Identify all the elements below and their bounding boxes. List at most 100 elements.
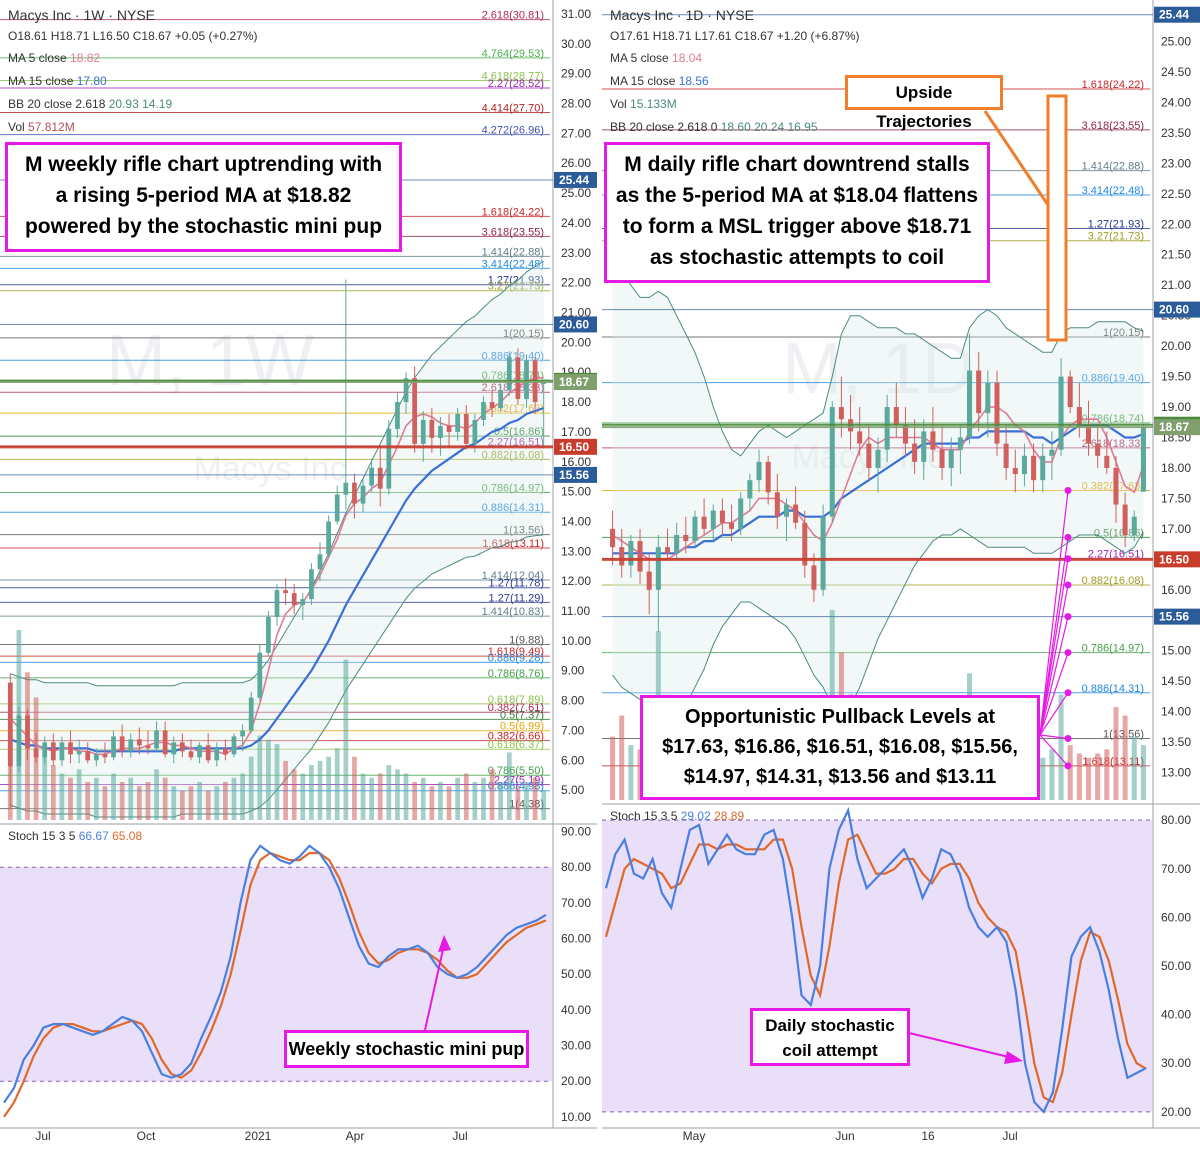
weekly-callout-line-3: powered by the stochastic mini pup	[24, 215, 383, 238]
weekly-stoch-arrowhead	[438, 935, 451, 952]
candle-body	[188, 751, 194, 758]
fib-level-label: 0.886(9.28)	[488, 652, 544, 664]
bollinger-lower-line	[612, 528, 1144, 725]
volume-bar	[352, 756, 357, 820]
volume-bar	[429, 786, 435, 820]
candle-body	[205, 745, 211, 761]
candle-body	[377, 467, 383, 489]
volume-bar	[1085, 757, 1092, 800]
time-tick-label: Jul	[452, 1129, 467, 1143]
volume-bar	[610, 736, 616, 800]
candle-body	[619, 547, 625, 566]
candle-body	[455, 414, 461, 432]
stochastic-tick-label: 80.00	[1161, 813, 1191, 827]
candle-body	[283, 590, 288, 594]
fib-level-label: 3.414(22.48)	[482, 258, 544, 270]
price-tick-label: 22.50	[1161, 187, 1191, 201]
candle-body	[223, 748, 228, 755]
fib-level-label: 1.27(21.93)	[488, 275, 544, 287]
price-tick-label: 6.00	[561, 753, 585, 767]
volume-bar	[395, 769, 400, 820]
candle-body	[360, 485, 366, 504]
price-tick-label: 25.00	[1161, 35, 1191, 49]
volume-bar	[188, 786, 194, 820]
price-tick-label: 19.50	[1161, 370, 1191, 384]
fib-level-label: 0.5(16.86)	[494, 426, 544, 438]
stochastic-tick-label: 60.00	[1161, 910, 1191, 924]
volume-bar	[136, 786, 142, 820]
price-tick-label: 17.50	[1161, 491, 1191, 505]
candle-body	[111, 736, 116, 758]
fib-level-label: 1.414(10.83)	[482, 606, 544, 618]
price-tag-label: 16.50	[559, 440, 589, 454]
legend-label: MA 5 close	[8, 51, 70, 65]
candle-body	[33, 748, 39, 758]
candle-body	[524, 360, 529, 400]
weekly-callout-line-2: a rising 5-period MA at $18.82	[55, 184, 352, 207]
volume-bar	[446, 786, 452, 820]
stochastic-tick-label: 30.00	[1161, 1056, 1191, 1070]
pullback-arrow-line	[1039, 734, 1069, 740]
fib-level-label: 1.27(11.29)	[489, 592, 544, 604]
price-tick-label: 24.50	[1161, 65, 1191, 79]
volume-bar	[179, 790, 185, 820]
candle-body	[1113, 467, 1119, 505]
candle-body	[386, 428, 392, 489]
price-tick-label: 17.00	[561, 425, 591, 439]
volume-bar	[403, 773, 409, 820]
candle-body	[231, 736, 237, 755]
volume-bar	[248, 756, 254, 820]
time-tick-label: Jul	[1002, 1129, 1017, 1143]
volume-bar	[489, 769, 495, 820]
candle-body	[628, 541, 634, 566]
candle-body	[291, 593, 297, 606]
pullback-arrow-line	[1039, 616, 1069, 736]
candle-body	[326, 521, 331, 555]
candle-body	[884, 407, 890, 450]
time-tick-label: 16	[921, 1129, 935, 1143]
volume-bar	[214, 786, 220, 820]
price-tick-label: 22.00	[561, 276, 591, 290]
fib-level-label: 4.764(29.53)	[482, 48, 544, 60]
fib-level-label: 0.786(5.50)	[488, 765, 544, 777]
volume-bar	[1140, 745, 1146, 800]
candle-body	[463, 414, 469, 444]
volume-bar	[1067, 745, 1073, 800]
price-tick-label: 27.00	[561, 126, 591, 140]
legend-entry: MA 15 close 17.80	[8, 74, 107, 88]
pullback-callout-line-3: $14.97, $14.31, $13.56 and $13.11	[683, 766, 997, 788]
volume-bar	[463, 773, 469, 820]
pullback-level-marker	[1064, 613, 1072, 621]
price-tick-label: 23.50	[1161, 126, 1191, 140]
time-tick-label: 2021	[245, 1129, 272, 1143]
candle-body	[102, 754, 108, 758]
stochastic-label: Stoch 15 3 5	[610, 809, 681, 823]
upside-trajectory-bar	[1046, 94, 1068, 342]
daily-callout-line-1: M daily rifle chart downtrend stalls	[624, 153, 970, 176]
time-tick-label: Jul	[35, 1129, 50, 1143]
fib-level-label: 3.618(23.55)	[482, 226, 544, 238]
price-tick-label: 22.00	[1161, 217, 1191, 231]
stochastic-d-line	[604, 833, 1147, 1104]
volume-bar	[68, 777, 73, 820]
legend-label: Vol	[8, 120, 28, 134]
candle-body	[674, 534, 680, 554]
candle-body	[300, 599, 306, 606]
candle-body	[793, 504, 799, 523]
upside-trajectories-label: Upside Trajectories	[845, 75, 1003, 131]
candle-body	[1040, 455, 1046, 481]
stochastic-tick-label: 40.00	[561, 1003, 591, 1017]
price-tick-label: 30.00	[561, 37, 591, 51]
candle-body	[179, 742, 185, 752]
stochastic-tick-label: 70.00	[1161, 862, 1191, 876]
price-tick-label: 28.00	[561, 97, 591, 111]
weekly-chart-pane[interactable]: M, 1W Macys Inc 2.618(30.81) 4.764(29.53) 4.…	[0, 0, 597, 1143]
fib-level-label: 1.618(24.22)	[1082, 79, 1144, 91]
price-tick-label: 7.00	[561, 723, 585, 737]
daily-callout-line-3: to form a MSL trigger above $18.71	[622, 215, 972, 238]
candle-body	[1012, 467, 1018, 475]
ma15-line	[9, 406, 545, 753]
candle-body	[747, 480, 753, 499]
candle-body	[710, 510, 716, 529]
volume-bar	[309, 765, 314, 820]
